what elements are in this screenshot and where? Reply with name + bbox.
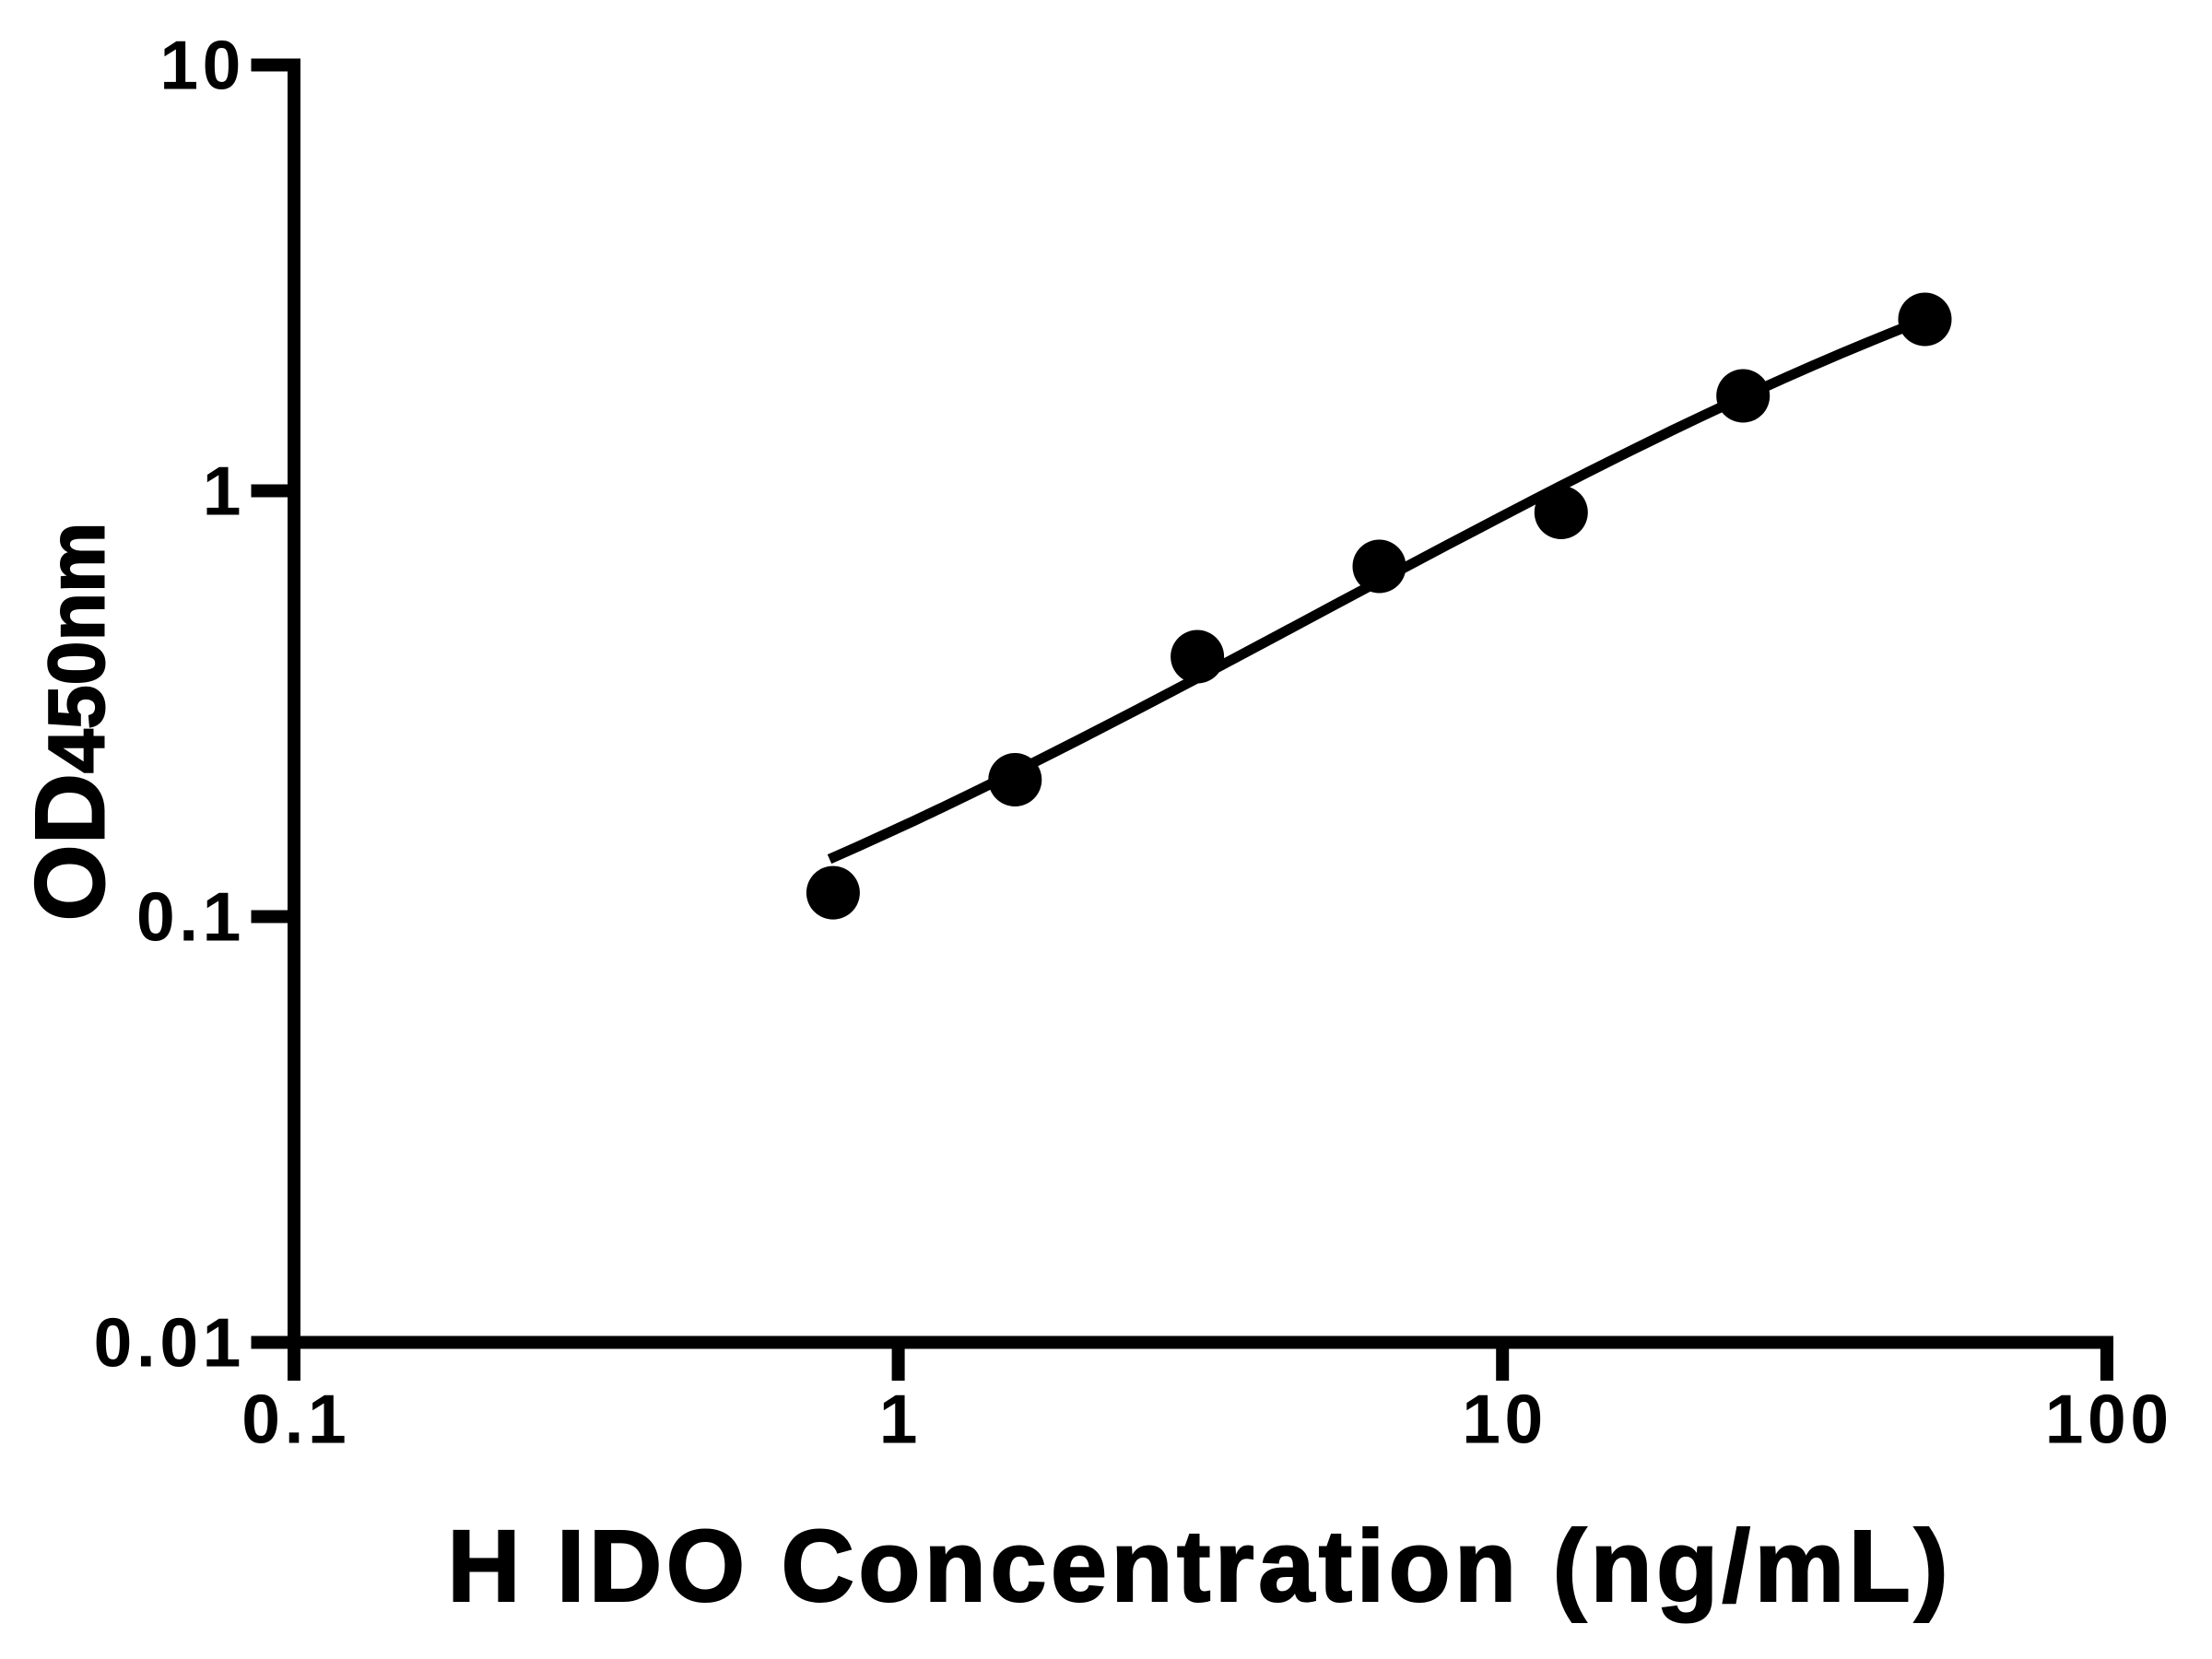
svg-text:100: 100 [2045, 1381, 2173, 1458]
svg-text:10: 10 [1462, 1381, 1547, 1458]
svg-text:0.1: 0.1 [241, 1381, 350, 1458]
svg-text:OD450nm: OD450nm [15, 523, 125, 922]
svg-text:10: 10 [159, 26, 245, 103]
svg-text:H IDO Concentration (ng/mL): H IDO Concentration (ng/mL) [447, 1510, 1952, 1623]
svg-text:0.1: 0.1 [136, 877, 245, 955]
svg-text:1: 1 [203, 452, 245, 529]
svg-text:0.01: 0.01 [94, 1303, 245, 1381]
svg-text:1: 1 [879, 1381, 922, 1458]
